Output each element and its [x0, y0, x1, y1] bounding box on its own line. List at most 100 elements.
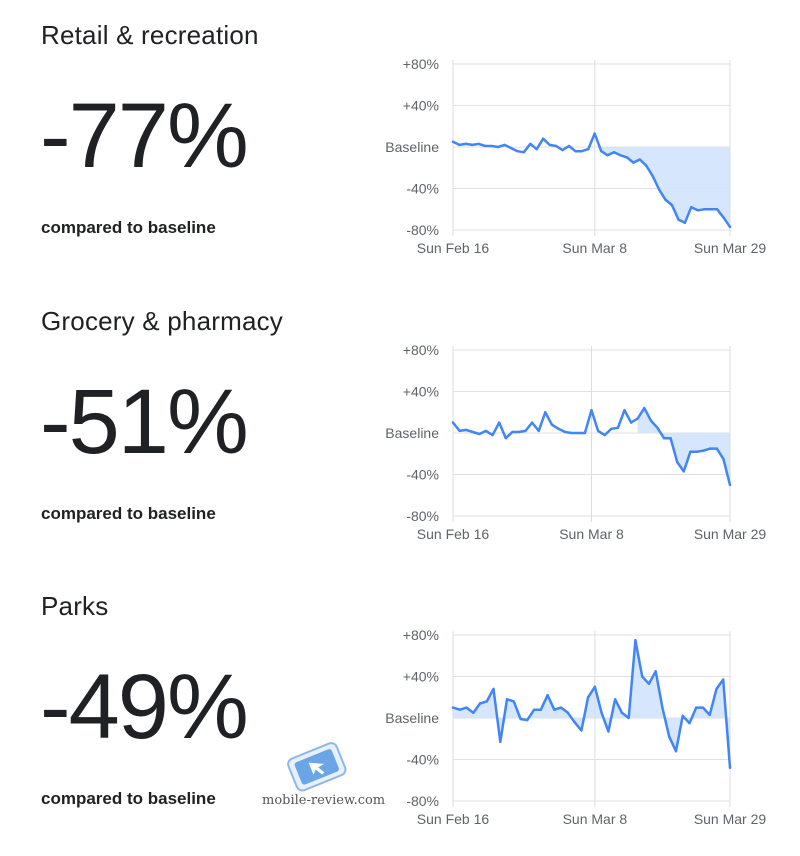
data-point — [544, 411, 547, 414]
data-point — [593, 685, 597, 689]
data-point — [695, 450, 699, 453]
data-point — [548, 143, 551, 147]
data-point — [688, 721, 691, 725]
y-tick-label: +40% — [403, 98, 439, 114]
data-point — [550, 423, 554, 426]
data-point — [662, 436, 666, 440]
data-point — [577, 431, 580, 435]
data-point — [478, 702, 482, 705]
data-point — [715, 208, 719, 211]
data-point — [709, 208, 712, 211]
percent-change-value: -77% — [40, 85, 249, 187]
data-point — [478, 432, 481, 436]
caption: compared to baseline — [41, 218, 216, 237]
data-point — [709, 447, 712, 450]
data-point — [532, 708, 536, 711]
data-point — [477, 142, 480, 146]
data-point — [667, 735, 671, 738]
data-point — [458, 429, 461, 433]
data-point — [677, 218, 680, 221]
x-tick-label: Sun Mar 29 — [694, 811, 767, 827]
baseline-shade-area — [601, 147, 730, 227]
data-point — [722, 678, 725, 681]
data-point — [638, 158, 642, 161]
data-point — [566, 711, 570, 715]
data-point — [519, 717, 522, 721]
data-point — [472, 711, 475, 715]
data-point — [451, 421, 455, 424]
data-point — [596, 429, 600, 433]
watermark-logo-icon — [287, 742, 347, 792]
data-point — [583, 431, 587, 435]
data-point — [703, 208, 706, 211]
data-point — [496, 145, 500, 149]
data-point — [511, 430, 514, 434]
data-point — [651, 174, 654, 178]
data-point — [484, 429, 488, 433]
data-point — [484, 144, 487, 148]
data-point — [465, 706, 468, 709]
data-point — [492, 687, 495, 691]
data-point — [695, 706, 698, 709]
data-point — [607, 730, 610, 733]
data-point — [616, 426, 620, 430]
data-point — [657, 188, 661, 191]
data-point — [464, 428, 468, 432]
data-point — [619, 154, 622, 157]
data-point — [728, 483, 732, 487]
data-point — [599, 149, 603, 153]
data-point — [670, 203, 674, 207]
data-point — [600, 711, 603, 715]
data-point — [503, 143, 506, 147]
caption: compared to baseline — [41, 789, 216, 808]
section-parks: Parks -49% compared to baseline +80% +40%… — [0, 571, 800, 856]
section-title: Parks — [41, 591, 109, 621]
data-point — [471, 143, 474, 147]
data-point — [674, 750, 678, 753]
data-point — [539, 708, 543, 711]
data-point — [627, 716, 630, 720]
data-point — [451, 140, 455, 144]
data-point — [681, 714, 684, 718]
data-point — [636, 417, 639, 420]
data-point — [573, 720, 576, 724]
trend-chart: +80% +40% Baseline -40% -80% Sun Feb 16 Sun Ma… — [385, 342, 766, 542]
data-point — [522, 150, 526, 154]
data-point — [649, 419, 653, 422]
data-point — [570, 431, 573, 435]
data-point — [722, 216, 725, 219]
y-tick-label: -80% — [406, 508, 439, 524]
data-point — [574, 149, 577, 153]
x-tick-label: Sun Mar 8 — [559, 526, 624, 542]
y-tick-label: Baseline — [385, 139, 439, 155]
data-point — [541, 137, 545, 140]
section-title: Retail & recreation — [41, 20, 259, 50]
y-tick-label: -40% — [406, 467, 439, 483]
data-point — [696, 209, 699, 212]
x-tick-label: Sun Mar 8 — [563, 811, 628, 827]
trend-chart: +80% +40% Baseline -40% -80% Sun Feb 16 Sun Ma… — [385, 627, 767, 827]
x-tick-label: Sun Feb 16 — [417, 240, 490, 256]
data-point — [464, 142, 468, 146]
caption: compared to baseline — [41, 504, 216, 523]
data-point — [603, 433, 606, 437]
data-point — [654, 670, 657, 673]
data-point — [645, 164, 648, 167]
data-point — [728, 225, 732, 229]
data-point — [664, 198, 667, 202]
data-point — [613, 698, 617, 701]
data-point — [537, 429, 540, 433]
percent-change-value: -49% — [40, 656, 249, 758]
data-point — [580, 149, 584, 153]
data-point — [620, 711, 624, 715]
y-tick-label: -40% — [406, 752, 439, 768]
data-point — [715, 447, 719, 450]
data-point — [516, 149, 519, 153]
trend-chart: +80% +40% Baseline -40% -80% Sun Feb 16 Sun Ma… — [385, 56, 766, 256]
data-point — [629, 421, 633, 424]
data-point — [632, 161, 635, 164]
section-retail: Retail & recreation -77% compared to bas… — [0, 0, 800, 285]
data-point — [606, 154, 609, 157]
section-title: Grocery & pharmacy — [41, 306, 284, 336]
y-tick-label: -80% — [406, 793, 439, 809]
